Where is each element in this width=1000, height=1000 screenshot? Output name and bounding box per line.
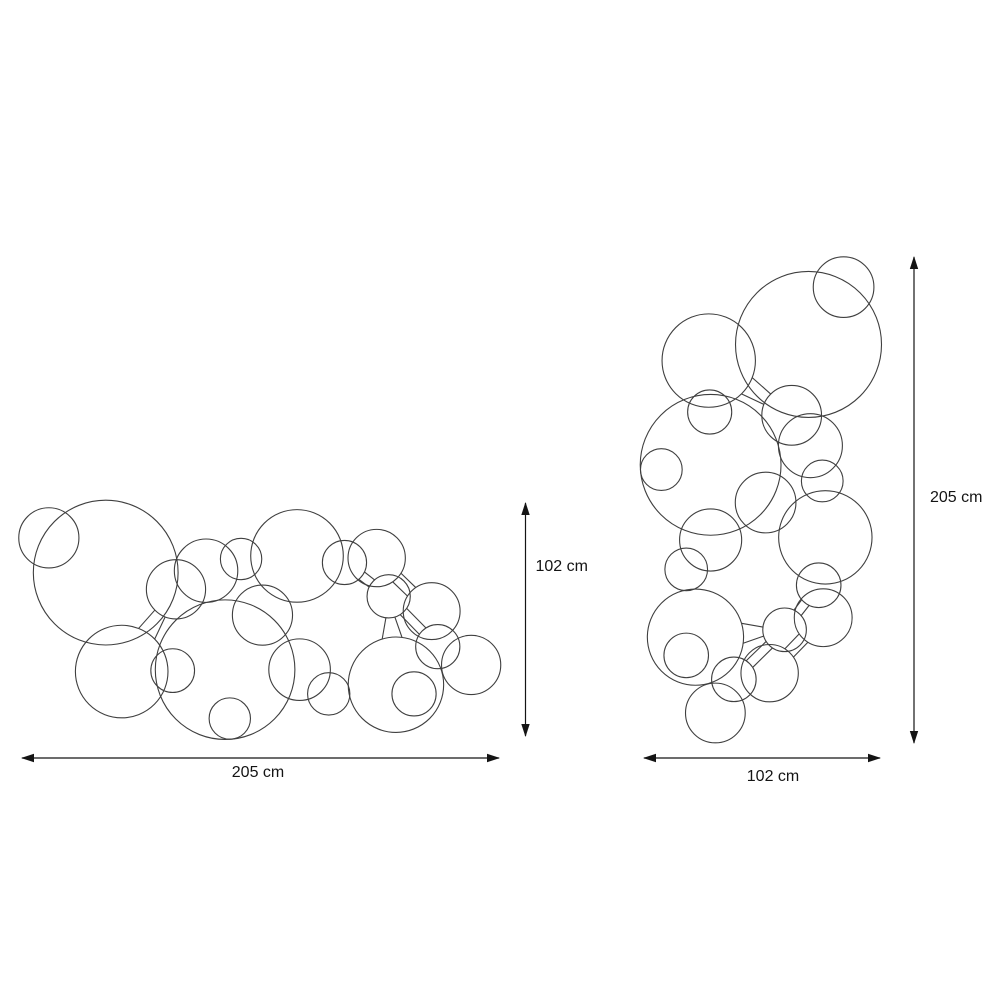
bubble-circle bbox=[639, 448, 683, 491]
bubble-circle bbox=[321, 539, 368, 586]
bubble-circle bbox=[778, 490, 873, 585]
bubble-circle bbox=[250, 509, 344, 603]
bubble-circle bbox=[440, 634, 502, 696]
connector-line bbox=[138, 609, 156, 629]
bubble-circle bbox=[391, 671, 437, 717]
connector-line bbox=[742, 635, 764, 644]
connector-line bbox=[394, 616, 403, 638]
dimension-arrowhead bbox=[521, 724, 530, 737]
bubble-circle bbox=[664, 547, 709, 592]
bubble-circle bbox=[231, 584, 294, 646]
bubble-circle bbox=[800, 459, 844, 503]
bubble-circle bbox=[734, 471, 797, 534]
connector-line bbox=[800, 605, 810, 616]
bubble-circle bbox=[18, 507, 80, 569]
bubble-circle bbox=[347, 528, 406, 588]
dimension-arrowhead bbox=[868, 753, 881, 763]
connector-line bbox=[741, 622, 764, 628]
bubble-circle bbox=[711, 656, 757, 703]
bubble-circle bbox=[777, 413, 843, 479]
dimension-arrowhead bbox=[487, 753, 500, 763]
bubble-circle bbox=[762, 607, 807, 653]
bubble-circle bbox=[402, 582, 461, 641]
width-dimension-label: 102 cm bbox=[747, 768, 799, 785]
connector-line bbox=[751, 377, 772, 395]
bubble-circle bbox=[687, 389, 733, 435]
bubble-circle bbox=[663, 632, 710, 679]
connector-line bbox=[154, 616, 166, 640]
bubble-circle bbox=[646, 588, 745, 686]
height-dimension-label: 205 cm bbox=[930, 489, 982, 506]
width-dimension-label: 205 cm bbox=[232, 764, 284, 781]
bubble-circle bbox=[734, 270, 883, 418]
dimension-annotations-horizontal-view bbox=[21, 502, 530, 763]
bubble-circle bbox=[219, 537, 263, 581]
bubble-circle bbox=[208, 697, 252, 740]
bubble-circle bbox=[307, 672, 351, 716]
connector-line bbox=[381, 617, 387, 640]
bubble-circle bbox=[679, 508, 743, 572]
bubble-circle bbox=[415, 623, 461, 670]
dimension-arrowhead bbox=[643, 753, 656, 763]
view-vertical-panel bbox=[639, 256, 883, 744]
connector-line bbox=[399, 614, 420, 635]
connector-line bbox=[406, 607, 427, 629]
connector-line bbox=[752, 647, 773, 668]
bubble-circle bbox=[154, 599, 296, 741]
bubble-circle bbox=[661, 313, 756, 408]
bubble-circle bbox=[740, 643, 799, 703]
connector-line bbox=[364, 571, 375, 581]
dimension-arrowhead bbox=[909, 256, 919, 269]
bubble-circle bbox=[366, 574, 411, 619]
connector-line bbox=[784, 633, 800, 650]
bubble-circle bbox=[268, 638, 331, 702]
bubble-circle bbox=[795, 562, 842, 609]
dimension-annotations-vertical-view bbox=[643, 256, 919, 763]
connector-line bbox=[741, 393, 765, 405]
bubble-circle bbox=[639, 393, 782, 536]
bubble-circle bbox=[150, 648, 196, 694]
bubble-circle bbox=[347, 636, 445, 733]
connector-line bbox=[400, 572, 417, 588]
bubble-circle bbox=[173, 538, 239, 604]
bubble-circle bbox=[812, 256, 875, 318]
dimension-arrowhead bbox=[21, 753, 34, 763]
bubble-circle bbox=[793, 588, 853, 648]
bubble-circle bbox=[32, 499, 179, 646]
connector-line bbox=[392, 581, 408, 597]
connector-line bbox=[358, 578, 370, 588]
bubble-circle bbox=[684, 682, 746, 744]
connector-line bbox=[745, 641, 767, 662]
dimension-arrowhead bbox=[521, 502, 530, 515]
dimension-arrowhead bbox=[909, 731, 919, 744]
connector-line bbox=[793, 599, 803, 611]
height-dimension-label: 102 cm bbox=[536, 558, 588, 575]
bubble-circle bbox=[74, 624, 169, 719]
connector-line bbox=[793, 641, 809, 658]
view-horizontal-panel bbox=[18, 499, 502, 741]
